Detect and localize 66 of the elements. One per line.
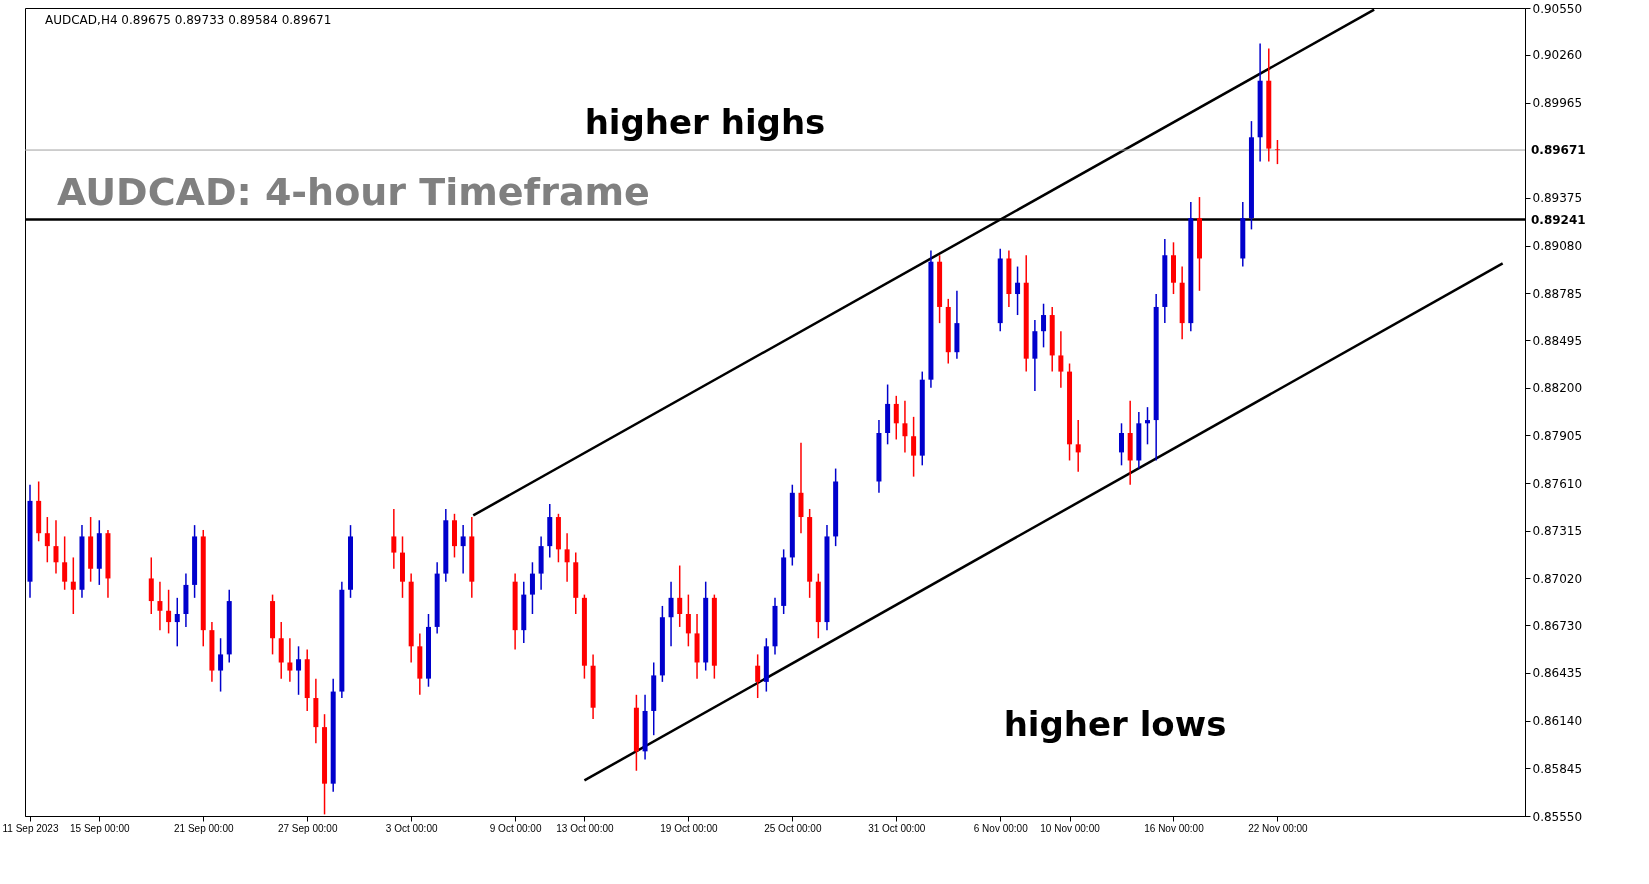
candlestick <box>893 395 899 441</box>
candlestick <box>70 556 76 615</box>
candlestick <box>62 535 68 591</box>
candlestick <box>1075 419 1081 473</box>
y-tick-label: 0.87905 <box>1532 428 1583 443</box>
text: AUDCAD: 4-hour Timeframe <box>57 170 650 214</box>
candlestick <box>902 399 908 454</box>
y-tick-label: 0.88495 <box>1532 333 1583 348</box>
candlestick <box>1145 406 1150 446</box>
x-tick-label: 9 Oct 00:00 <box>489 822 542 834</box>
y-tick-label: 0.86435 <box>1532 666 1583 681</box>
candlestick <box>166 589 172 635</box>
candlestick <box>564 532 570 583</box>
candlestick <box>685 593 691 648</box>
y-tick-label: 0.90550 <box>1532 1 1583 16</box>
y-tick-label: 0.85845 <box>1532 761 1583 776</box>
candlestick <box>460 524 466 575</box>
candlestick <box>1274 139 1280 165</box>
y-tick-label: 0.85550 <box>1532 809 1583 824</box>
ref-line-label: 0.89671 <box>1531 143 1586 158</box>
candlestick <box>677 564 683 628</box>
candlestick <box>755 653 761 699</box>
candlestick <box>668 580 674 648</box>
candlestick <box>157 580 163 631</box>
candlestick <box>174 597 180 648</box>
candlestick <box>1015 265 1021 316</box>
x-tick-label: 11 Sep 2023 <box>2 822 59 834</box>
x-tick-label: 25 Oct 00:00 <box>764 822 822 834</box>
y-tick-label: 0.86140 <box>1532 714 1583 729</box>
candlestick <box>391 508 397 570</box>
annotation: higher highs <box>584 102 826 142</box>
candlestick <box>218 637 224 693</box>
y-tick-label: 0.90260 <box>1532 48 1583 63</box>
candlestick <box>1119 422 1125 467</box>
y-tick-label: 0.87020 <box>1532 571 1583 586</box>
x-tick-label: 10 Nov 00:00 <box>1040 822 1101 834</box>
y-tick-label: 0.89965 <box>1532 96 1583 111</box>
annotation: AUDCAD,H4 0.89675 0.89733 0.89584 0.89671 <box>45 13 332 27</box>
x-tick-label: 13 Oct 00:00 <box>556 822 614 834</box>
candlestick <box>911 416 917 478</box>
candlestick <box>1058 330 1064 389</box>
x-tick-label: 27 Sep 00:00 <box>277 822 338 834</box>
candlestick <box>1041 302 1047 349</box>
x-tick-label: 16 Nov 00:00 <box>1144 822 1205 834</box>
x-tick-label: 3 Oct 00:00 <box>385 822 438 834</box>
y-tick-label: 0.87315 <box>1532 524 1583 539</box>
y-tick-label: 0.88200 <box>1532 381 1583 396</box>
candlestick <box>296 645 302 696</box>
y-tick-label: 0.89375 <box>1532 191 1583 206</box>
candlestick <box>529 561 535 615</box>
x-tick-label: 22 Nov 00:00 <box>1248 822 1309 834</box>
x-tick-label: 19 Oct 00:00 <box>660 822 718 834</box>
x-tick-label: 6 Nov 00:00 <box>973 822 1029 834</box>
x-tick-label: 21 Sep 00:00 <box>174 822 234 834</box>
x-tick-label: 15 Sep 00:00 <box>70 822 130 834</box>
candlestick <box>148 556 154 615</box>
x-tick-label: 31 Oct 00:00 <box>868 822 926 834</box>
candlestick <box>287 637 293 683</box>
y-tick-label: 0.87610 <box>1532 476 1583 491</box>
candlestick <box>53 519 59 575</box>
ref-line-label: 0.89241 <box>1531 212 1586 227</box>
y-tick-label: 0.89080 <box>1532 239 1583 254</box>
candlestick <box>44 516 50 564</box>
y-tick-label: 0.88785 <box>1532 286 1583 301</box>
annotation: higher lows <box>1003 704 1227 744</box>
y-tick-label: 0.86730 <box>1532 618 1583 633</box>
